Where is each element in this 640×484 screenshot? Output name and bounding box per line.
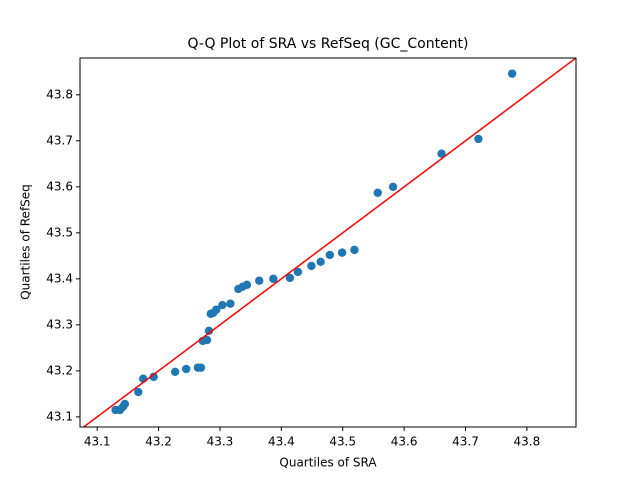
chart-title: Q-Q Plot of SRA vs RefSeq (GC_Content) — [187, 36, 468, 52]
reference-line — [82, 58, 576, 427]
y-tick-label: 43.5 — [46, 225, 73, 239]
point — [437, 149, 446, 158]
point — [307, 261, 316, 271]
y-tick-label: 43.4 — [46, 271, 73, 285]
point — [196, 363, 206, 372]
point — [474, 134, 483, 144]
point — [373, 188, 382, 198]
point — [204, 326, 214, 336]
point — [181, 364, 191, 374]
point — [226, 299, 235, 308]
point — [337, 248, 347, 257]
point — [285, 273, 295, 283]
y-axis-label: Quartiles of RefSeq — [19, 184, 33, 300]
plot-frame — [79, 57, 577, 428]
point — [388, 182, 398, 192]
point — [212, 305, 221, 314]
x-tick-label: 43.8 — [514, 435, 541, 449]
point — [218, 300, 227, 310]
y-tick-label: 43.6 — [46, 179, 73, 193]
x-tick-label: 43.2 — [145, 435, 172, 449]
y-tick-label: 43.1 — [46, 409, 73, 423]
x-tick-label: 43.4 — [268, 435, 295, 449]
y-tick-label: 43.2 — [46, 363, 73, 377]
x-tick-label: 43.6 — [391, 435, 418, 449]
point — [242, 280, 252, 290]
point — [120, 399, 130, 409]
point — [350, 245, 359, 255]
point — [170, 367, 180, 376]
point — [316, 257, 325, 267]
y-tick-label: 43.7 — [46, 133, 73, 147]
x-tick-label: 43.3 — [207, 435, 234, 449]
point — [149, 372, 158, 382]
point — [255, 276, 264, 285]
point — [325, 250, 335, 260]
x-axis-label: Quartiles of SRA — [279, 456, 377, 470]
point — [269, 274, 278, 284]
y-tick-label: 43.8 — [46, 87, 73, 101]
point — [134, 387, 143, 397]
x-tick-label: 43.1 — [84, 435, 111, 449]
point — [507, 69, 517, 78]
point — [293, 267, 303, 277]
x-tick-label: 43.5 — [329, 435, 356, 449]
y-tick-label: 43.3 — [46, 317, 73, 331]
point — [202, 335, 212, 345]
x-tick-label: 43.7 — [452, 435, 479, 449]
